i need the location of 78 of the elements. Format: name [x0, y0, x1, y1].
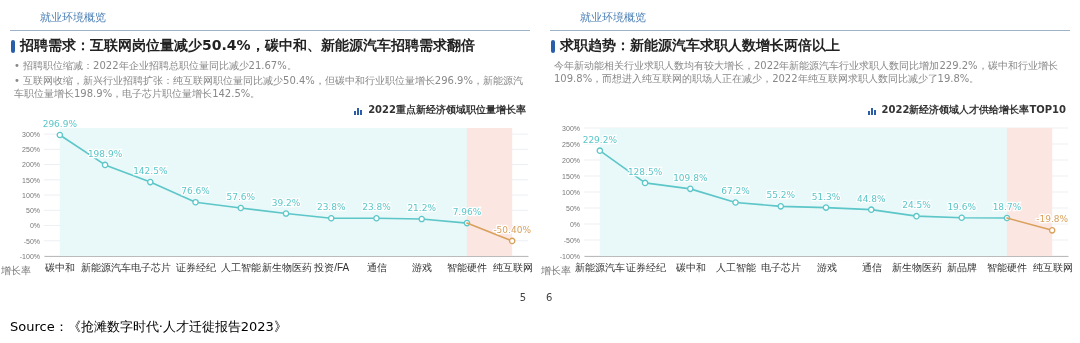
data-label: 44.8% [856, 193, 886, 204]
x-tick-label: 通信 [861, 262, 882, 274]
x-tick-label: 人工智能 [221, 262, 262, 274]
data-label: 23.8% [362, 202, 392, 213]
x-tick-label: 碳中和 [674, 262, 706, 274]
point [687, 185, 694, 193]
x-tick-label: 新生物医药 [261, 262, 312, 274]
text: 5 [519, 292, 526, 303]
x-tick-label: 智能硬件 [447, 262, 488, 274]
data-label: 24.5% [902, 200, 932, 211]
point [641, 179, 649, 187]
chart-subtitle: 2022新经济领域人才供给增长率TOP10 [881, 103, 1066, 117]
point [732, 199, 739, 206]
point [147, 178, 154, 186]
x-tick-label: 电子芯片 [130, 262, 171, 274]
x-tick-label: 投资/FA [313, 262, 350, 274]
text: 就业环境概览 [580, 10, 646, 25]
point [777, 203, 785, 210]
point [913, 212, 920, 220]
text: • 互联网收缩，新兴行业招聘扩张：纯互联网职位量同比减少50.4%，但碳中和行业职位量增长296.9%，新能源汽车职位量增长198.9%，电子芯片职位量增长142.5%。 [14, 74, 524, 100]
data-label: 51.3% [811, 191, 841, 202]
point [867, 206, 875, 213]
y-axis-title: 增长率 [540, 265, 571, 276]
data-label: 19.6% [947, 201, 977, 212]
point [56, 131, 64, 139]
data-label: 296.9% [42, 119, 78, 130]
data-label: 39.2% [271, 197, 301, 208]
data-label: -50.40% [493, 224, 532, 235]
point [192, 198, 199, 206]
data-label: 21.2% [407, 203, 437, 214]
x-tick-label: 新生物医药 [891, 262, 942, 274]
x-tick-label: 新能源汽车 [575, 262, 626, 274]
data-label: 142.5% [133, 166, 168, 177]
point [596, 147, 604, 154]
text: • 招聘职位缩减：2022年企业招聘总职位量同比减少21.67%。 [14, 59, 298, 72]
data-label: 23.8% [316, 202, 346, 213]
point [327, 214, 335, 222]
x-tick-label: 纯互联网 [1032, 262, 1073, 274]
point [418, 215, 425, 223]
data-label: 67.2% [721, 186, 751, 197]
text: 今年新动能相关行业求职人数均有较大增长，2022年新能源汽车行业求职人数同比增加229.2%，碳中和行业增长109.8%，而想进入纯互联网的职场人正在减少，2022年纯互联网求职人数同比减少了19.8%。 [554, 59, 1059, 85]
x-tick-label: 通信 [366, 262, 387, 274]
data-label: -19.8% [1036, 214, 1069, 225]
point [237, 204, 245, 212]
data-label: 57.6% [226, 191, 256, 202]
x-tick-label: 人工智能 [716, 262, 757, 274]
data-label: 18.7% [992, 202, 1022, 213]
point [101, 161, 109, 169]
chart-title: 招聘需求：互联网岗位量减少50.4%，碳中和、新能源汽车招聘需求翻倍 [20, 37, 475, 55]
data-label: 229.2% [582, 134, 618, 145]
text: 就业环境概览 [40, 10, 106, 25]
x-tick-label: 电子芯片 [761, 262, 802, 274]
x-tick-label: 证券经纪 [176, 262, 217, 274]
data-label: 7.96% [452, 207, 482, 218]
x-tick-label: 证券经纪 [625, 262, 666, 274]
data-label: 76.6% [181, 186, 211, 197]
data-label: 109.8% [673, 172, 708, 183]
data-label: 55.2% [766, 190, 796, 201]
x-tick-label: 智能硬件 [987, 262, 1028, 274]
point [508, 237, 516, 245]
x-tick-label: 碳中和 [44, 262, 76, 274]
point [373, 214, 380, 222]
point [822, 204, 830, 211]
data-label: 128.5% [627, 166, 663, 177]
data-label: 198.9% [87, 148, 123, 159]
point [1048, 227, 1056, 234]
x-tick-label: 纯互联网 [492, 262, 533, 274]
point [958, 214, 965, 222]
point [282, 210, 290, 217]
source-note: Source：《抢滩数字时代·人才迁徙报告2023》 [10, 318, 287, 336]
text: 6 [546, 292, 553, 303]
y-axis-title: 增长率 [0, 265, 31, 276]
chart-subtitle: 2022重点新经济领域职位量增长率 [368, 103, 526, 117]
chart-title: 求职趋势：新能源汽车求职人数增长两倍以上 [560, 37, 840, 55]
x-tick-label: 新品牌 [947, 262, 978, 274]
x-tick-label: 游戏 [412, 262, 433, 274]
x-tick-label: 游戏 [816, 262, 837, 274]
x-tick-label: 新能源汽车 [80, 262, 131, 274]
